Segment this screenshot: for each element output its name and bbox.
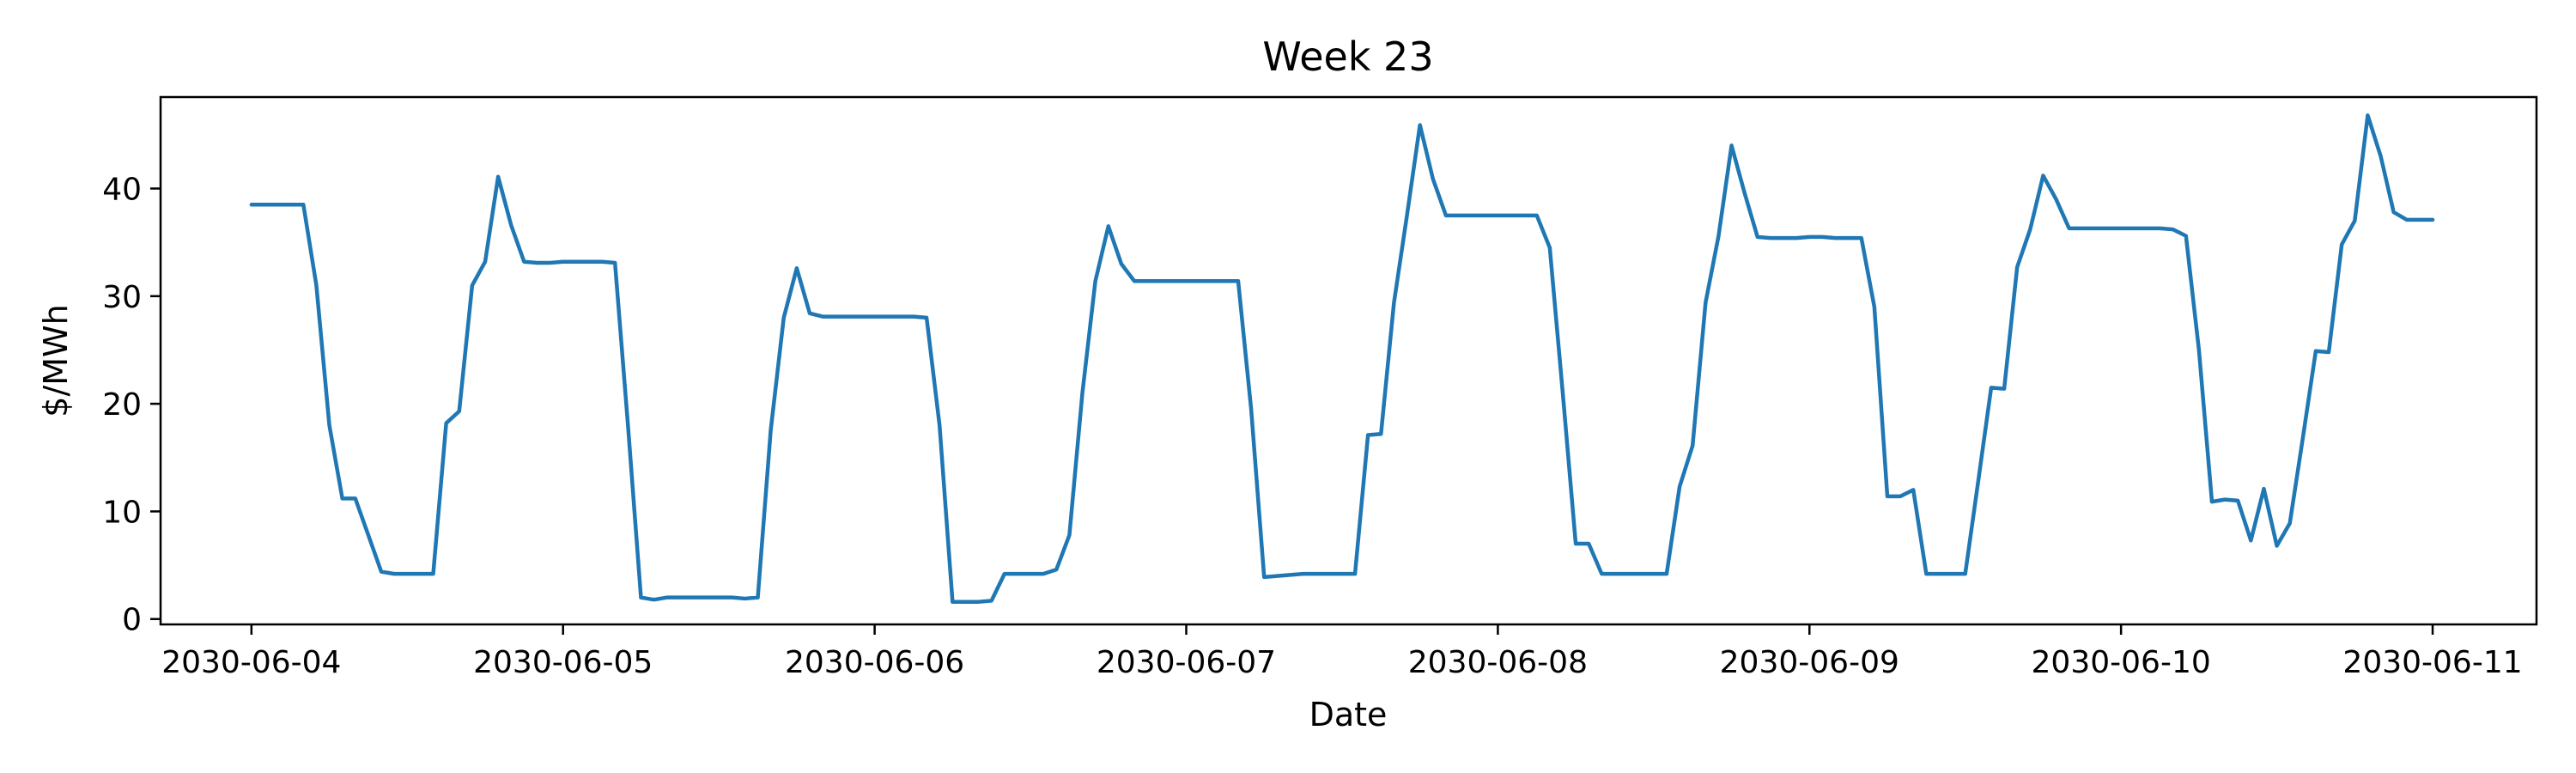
y-tick-label: 20 [102,387,142,423]
x-tick-label: 2030-06-08 [1408,645,1588,680]
x-tick-label: 2030-06-06 [785,645,964,680]
chart-title: Week 23 [1262,33,1433,80]
y-axis: 0 10 20 30 40 [102,173,161,638]
x-tick-label: 2030-06-07 [1097,645,1276,680]
x-tick-label: 2030-06-05 [473,645,653,680]
series-group [249,113,2435,604]
series-line [249,113,2435,604]
x-tick-label: 2030-06-09 [1720,645,1899,680]
x-axis: 2030-06-04 2030-06-05 2030-06-06 2030-06-07… [161,624,2523,680]
plot-area [159,95,2538,626]
x-tick-label: 2030-06-04 [161,645,341,680]
x-axis-label: Date [1309,696,1388,733]
y-axis-label: $/MWh [37,304,75,417]
y-tick-label: 30 [102,280,142,315]
y-tick-label: 10 [102,495,142,530]
y-tick-label: 40 [102,173,142,208]
x-tick-label: 2030-06-10 [2032,645,2211,680]
plot-frame [159,95,2538,626]
y-tick-label: 0 [122,603,142,638]
x-tick-label: 2030-06-11 [2342,645,2522,680]
